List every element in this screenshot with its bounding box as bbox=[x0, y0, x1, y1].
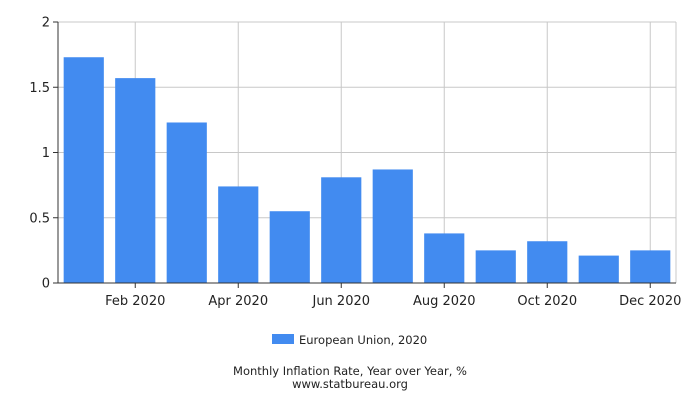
legend: European Union, 2020 bbox=[272, 333, 427, 347]
x-tick-label: Feb 2020 bbox=[105, 294, 165, 309]
x-tick-label: Apr 2020 bbox=[208, 294, 268, 309]
bar bbox=[166, 122, 207, 283]
x-tick-label: Jun 2020 bbox=[311, 294, 370, 309]
bar bbox=[269, 211, 310, 283]
bar bbox=[424, 233, 465, 283]
x-tick-label: Aug 2020 bbox=[413, 294, 476, 309]
bar bbox=[218, 186, 259, 283]
bar bbox=[475, 250, 516, 283]
y-tick-label: 2 bbox=[42, 16, 50, 31]
x-tick-label: Oct 2020 bbox=[517, 294, 577, 309]
bars bbox=[63, 57, 671, 284]
legend-label: European Union, 2020 bbox=[299, 333, 427, 347]
y-tick-label: 0.5 bbox=[29, 211, 50, 226]
source-url: www.statbureau.org bbox=[292, 377, 408, 391]
y-tick-label: 1.5 bbox=[29, 81, 50, 96]
bar bbox=[630, 250, 671, 283]
bar bbox=[63, 57, 104, 283]
bar bbox=[115, 78, 156, 284]
legend-swatch bbox=[272, 334, 294, 344]
bar bbox=[578, 255, 619, 283]
y-axis-ticks: 0 0.5 1 1.5 2 bbox=[29, 16, 58, 292]
bar bbox=[372, 169, 413, 283]
bar bbox=[527, 241, 568, 283]
bar bbox=[321, 177, 362, 283]
chart-title: Monthly Inflation Rate, Year over Year, … bbox=[233, 364, 467, 378]
y-tick-label: 1 bbox=[42, 146, 50, 161]
x-axis-ticks: Feb 2020 Apr 2020 Jun 2020 Aug 2020 Oct 2020… bbox=[105, 283, 681, 309]
x-tick-label: Dec 2020 bbox=[619, 294, 681, 309]
y-tick-label: 0 bbox=[42, 277, 50, 292]
